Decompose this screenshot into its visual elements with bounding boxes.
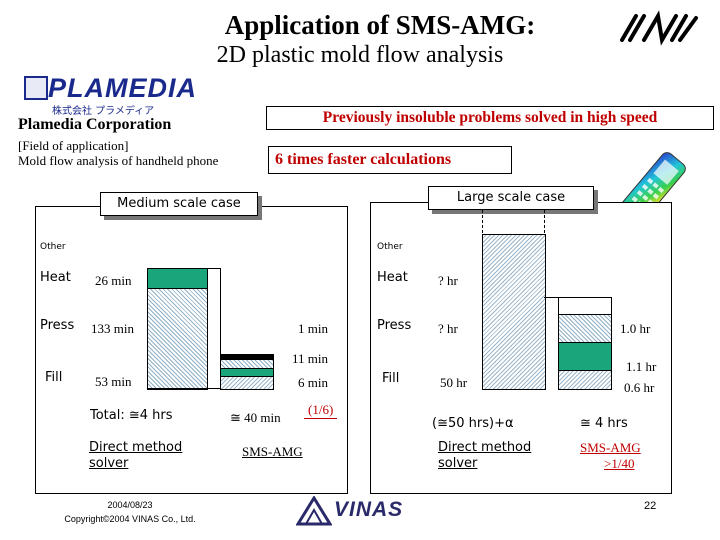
vinas-logo-icon (295, 495, 333, 526)
large-press-label: Press (377, 318, 412, 333)
large-amg-heat-value: 1.1 hr (626, 359, 657, 374)
medium-direct-label: Direct method (89, 440, 183, 455)
large-ratio: >1/40 (604, 456, 635, 471)
plamedia-logo: PLAMEDIA (48, 73, 197, 103)
large-amg-press-value: 1.0 hr (620, 321, 651, 336)
medium-amg-total: ≅ 40 min (230, 410, 281, 425)
page-number: 22 (644, 500, 657, 512)
large-other-label: Other (377, 242, 403, 252)
large-direct-fill-bar (482, 234, 546, 390)
company-name: Plamedia Corporation (18, 116, 172, 133)
slide-subtitle: 2D plastic mold flow analysis (216, 42, 504, 68)
medium-direct-heat-bar (147, 268, 208, 290)
large-amg-fill-bar (558, 370, 612, 390)
large-scale-label: Large scale case (428, 186, 594, 210)
medium-amg-press-value: 1 min (298, 321, 328, 336)
large-amg-press-bar (558, 314, 612, 344)
large-connector-top (544, 297, 558, 298)
large-direct-label: Direct method (438, 440, 532, 455)
medium-press-value: 133 min (91, 321, 134, 336)
large-amg-fill-value: 0.6 hr (624, 380, 655, 395)
large-press-value: ? hr (438, 321, 458, 336)
medium-direct-solver-label: Direct method solver (89, 440, 182, 472)
field-value: Mold flow analysis of handheld phone (18, 153, 219, 168)
medium-scale-label: Medium scale case (100, 192, 258, 216)
medium-amg-fill-value: 6 min (298, 375, 328, 390)
medium-heat-value: 26 min (95, 273, 132, 288)
large-solver-label: solver (438, 456, 478, 471)
medium-fill-value: 53 min (95, 374, 132, 389)
field-of-application: [Field of application] Mold flow analysi… (18, 138, 218, 168)
medium-direct-fill-bar (147, 388, 206, 389)
plamedia-kana: 株式会社 プラメディア (52, 106, 155, 117)
large-fill-label: Fill (382, 371, 400, 386)
medium-direct-connector-bottom (206, 388, 220, 389)
footer-copyright: Copyright©2004 VINAS Co., Ltd. (64, 514, 196, 524)
large-total: (≅50 hrs)+α (432, 416, 514, 431)
field-label: [Field of application] (18, 138, 129, 153)
large-direct-solver-label: Direct method solver (438, 440, 531, 472)
large-amg-label: SMS-AMG (580, 440, 641, 455)
banner-insoluble: Previously insoluble problems solved in … (266, 106, 714, 130)
medium-solver-label: solver (89, 456, 129, 471)
large-amg-heat-bar (558, 342, 612, 372)
large-heat-value: ? hr (438, 273, 458, 288)
medium-amg-label: SMS-AMG (242, 444, 303, 459)
large-dash-right (544, 210, 545, 238)
medium-heat-label: Heat (40, 270, 71, 285)
banner-faster: 6 times faster calculations (268, 146, 512, 174)
medium-press-label: Press (40, 318, 75, 333)
large-heat-label: Heat (377, 270, 408, 285)
sms-logo (616, 10, 704, 46)
large-dash-left (482, 210, 483, 238)
medium-amg-fill-bar (220, 376, 274, 390)
large-fill-value: 50 hr (440, 375, 468, 390)
medium-ratio: (1/6) (304, 402, 338, 419)
medium-total: Total: ≅4 hrs (90, 408, 173, 423)
medium-direct-press-bar (147, 288, 208, 390)
medium-direct-connector-drop (220, 268, 221, 354)
vinas-logo: VINAS (334, 498, 404, 521)
plamedia-logo-icon (24, 76, 48, 100)
medium-amg-heat-value: 11 min (292, 351, 328, 366)
medium-other-label: Other (40, 242, 66, 252)
large-amg-total: ≅ 4 hrs (580, 416, 628, 431)
footer-date: 2004/08/23 (107, 500, 153, 510)
medium-direct-connector (206, 268, 220, 269)
slide-title: Application of SMS-AMG: (224, 10, 536, 40)
medium-fill-label: Fill (45, 370, 63, 385)
